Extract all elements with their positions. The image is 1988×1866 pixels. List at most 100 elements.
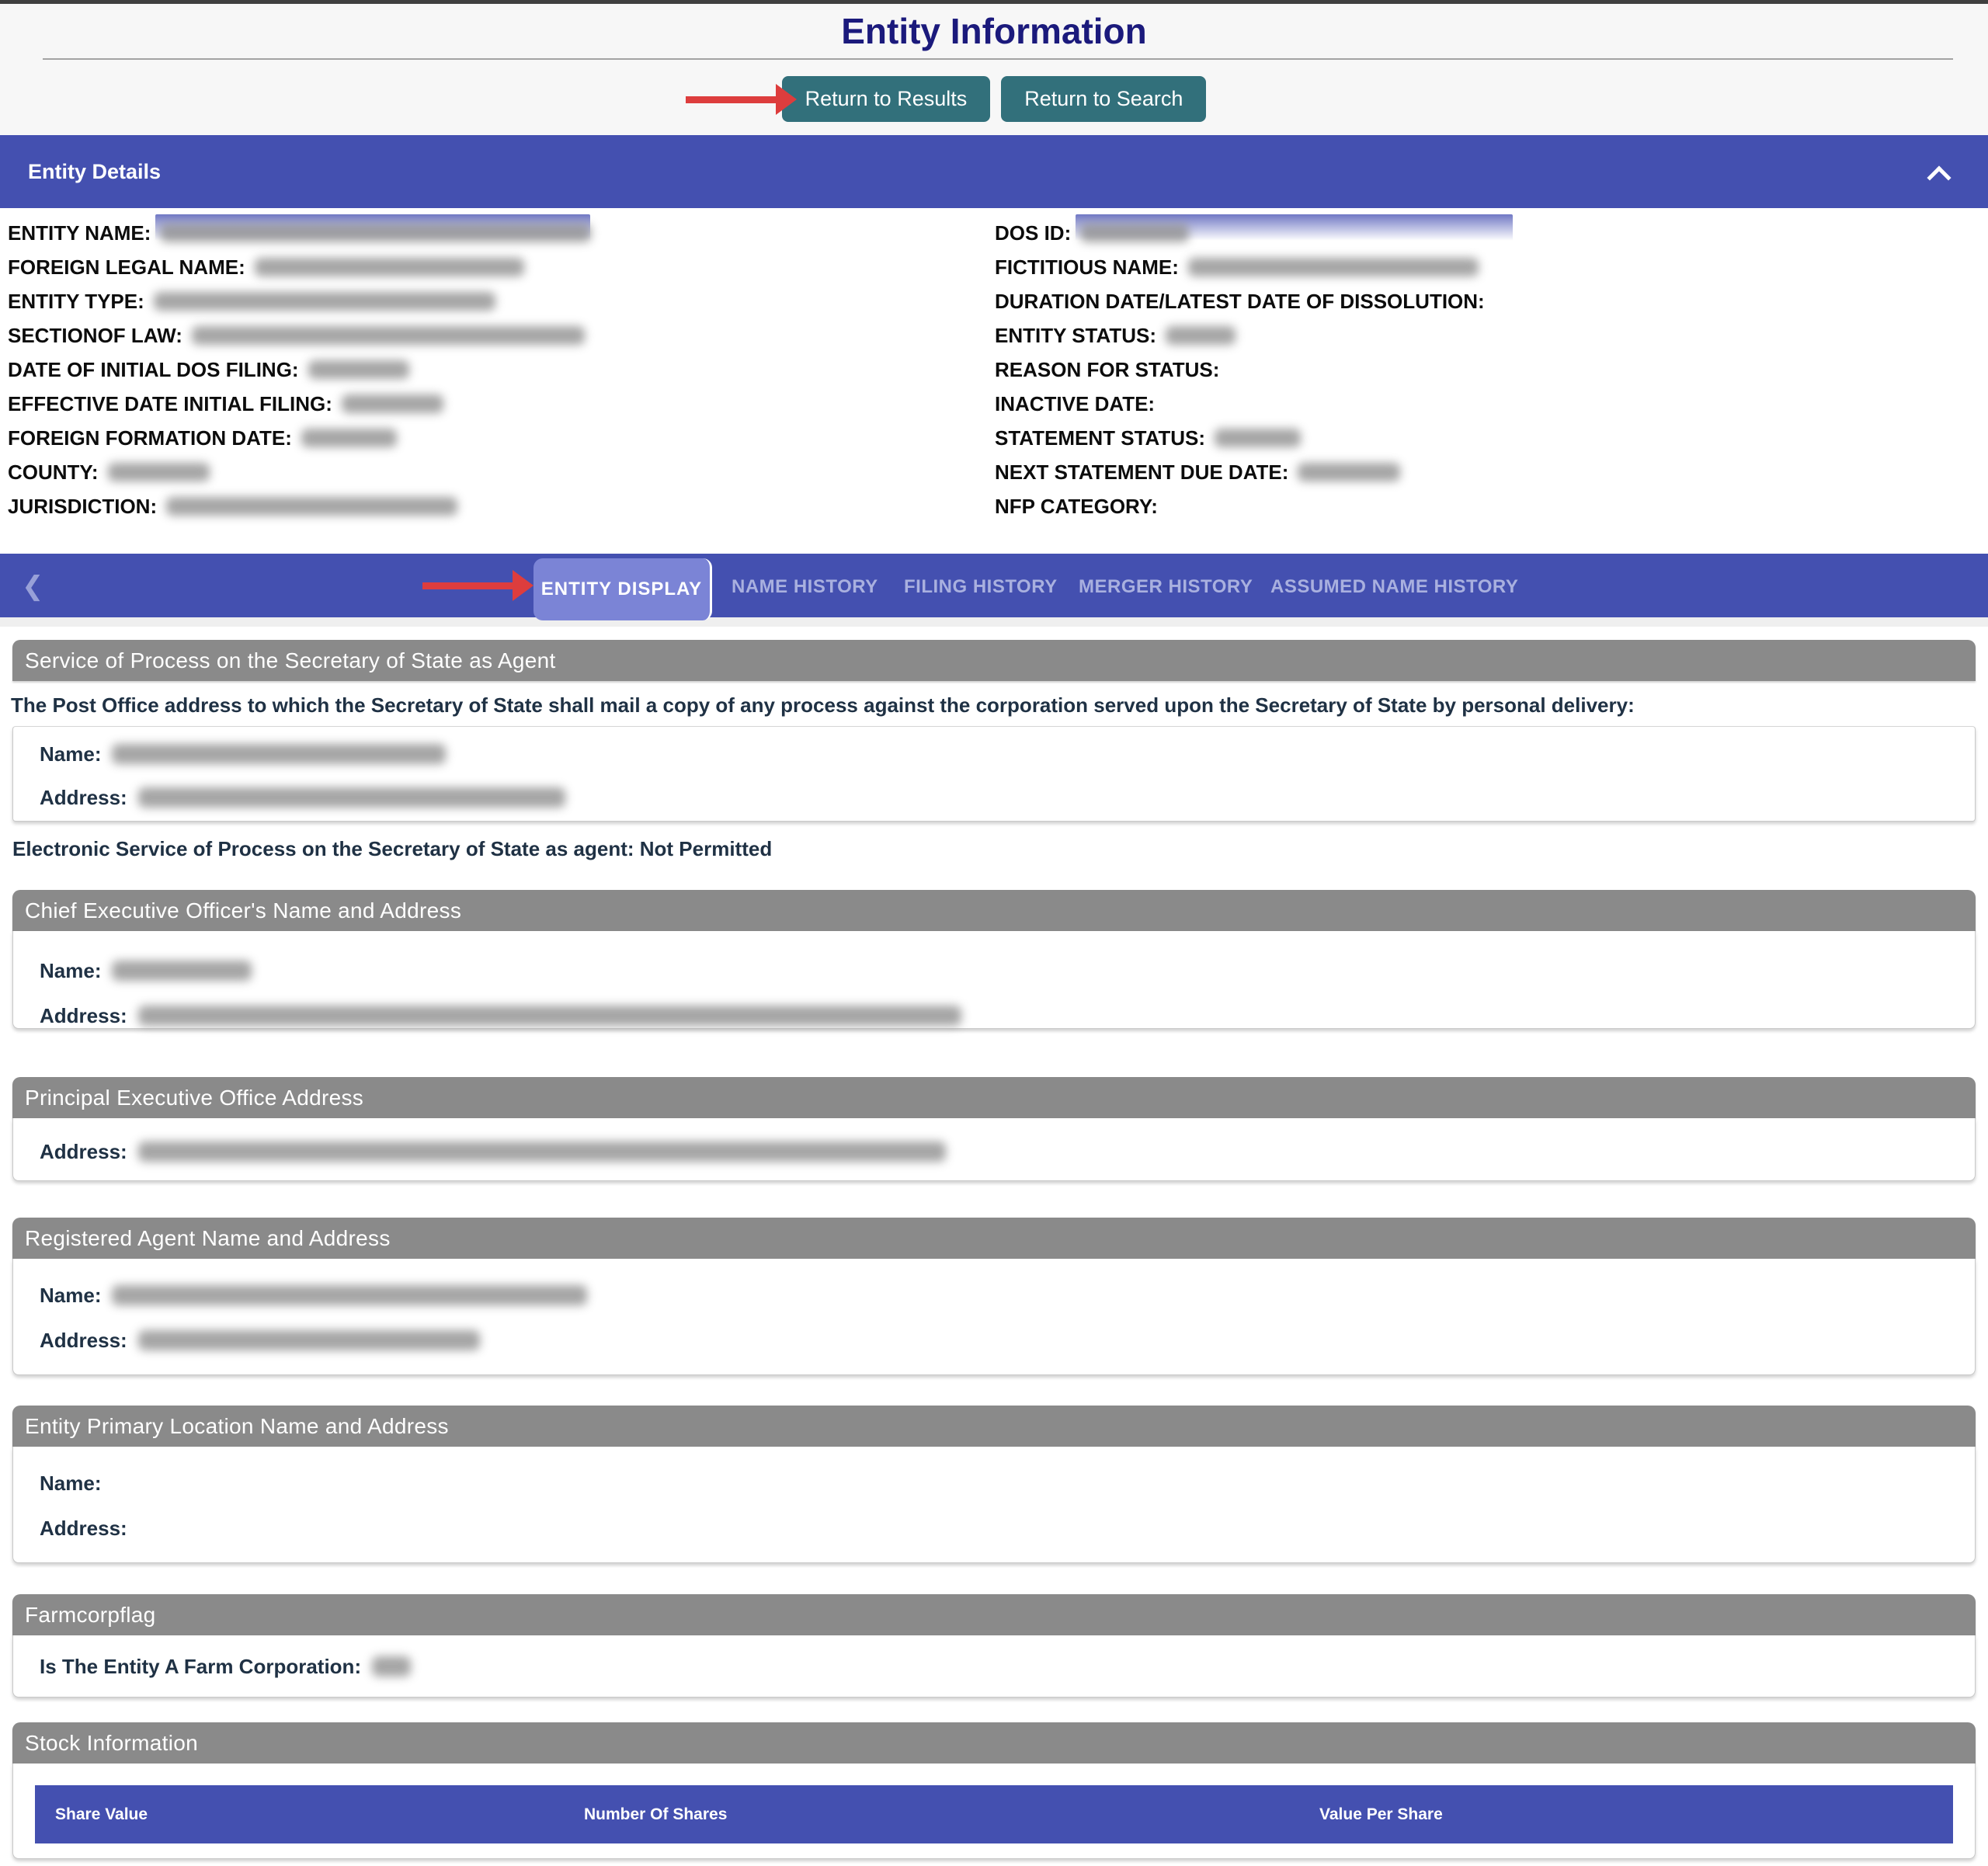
section-header-primary-location: Entity Primary Location Name and Address — [12, 1406, 1976, 1447]
field-label: NFP CATEGORY: — [995, 494, 1158, 518]
stock-table-header-row: Share Value Number Of Shares Value Per S… — [35, 1785, 1953, 1843]
field-label: EFFECTIVE DATE INITIAL FILING: — [8, 391, 332, 415]
redacted-value — [1166, 326, 1236, 345]
arrow-head — [513, 570, 533, 601]
redacted-value — [341, 394, 443, 413]
address-label: Address: — [40, 1003, 127, 1027]
field-next-statement-due-date: NEXT STATEMENT DUE DATE: — [995, 455, 1969, 489]
title-divider — [43, 58, 1953, 60]
redacted-value — [160, 224, 592, 242]
ceo-card: Name: Address: — [12, 931, 1976, 1029]
service-of-process-intro: The Post Office address to which the Sec… — [11, 693, 1635, 717]
name-label: Name: — [40, 1471, 102, 1495]
redacted-value — [308, 360, 409, 379]
address-row: Address: — [40, 1329, 1975, 1352]
name-row: Name: — [40, 742, 1975, 766]
section-header-service-of-process: Service of Process on the Secretary of S… — [12, 640, 1976, 681]
name-label: Name: — [40, 742, 102, 766]
field-nfp-category: NFP CATEGORY: — [995, 489, 1969, 523]
name-row: Name: — [40, 1284, 1975, 1307]
address-row: Address: — [40, 1140, 1975, 1163]
field-value-redacted — [153, 292, 495, 311]
field-value-redacted — [1215, 429, 1302, 447]
field-value-redacted — [1166, 326, 1236, 345]
field-value-redacted — [155, 214, 592, 242]
field-reason-for-status: REASON FOR STATUS: — [995, 353, 1969, 387]
field-inactive-date: INACTIVE DATE: — [995, 387, 1969, 421]
section-header-principal-office: Principal Executive Office Address — [12, 1077, 1976, 1118]
return-to-search-button[interactable]: Return to Search — [1001, 76, 1207, 122]
principal-office-card: Address: — [12, 1118, 1976, 1181]
farmcorpflag-card: Is The Entity A Farm Corporation: — [12, 1635, 1976, 1697]
redacted-value — [1187, 258, 1479, 276]
tab-assumed-name-history[interactable]: ASSUMED NAME HISTORY — [1270, 576, 1519, 597]
address-row: Address: — [40, 1517, 1975, 1540]
return-to-results-button[interactable]: Return to Results — [781, 76, 991, 122]
redacted-value — [1215, 429, 1302, 447]
redacted-value — [166, 497, 458, 516]
action-button-row: Return to Results Return to Search — [0, 76, 1988, 122]
field-label: FICTITIOUS NAME: — [995, 255, 1179, 279]
top-border — [0, 0, 1988, 4]
redacted-value — [254, 258, 524, 276]
field-label: NEXT STATEMENT DUE DATE: — [995, 460, 1289, 484]
field-label: INACTIVE DATE: — [995, 391, 1156, 415]
electronic-service-note: Electronic Service of Process on the Sec… — [12, 837, 773, 860]
field-entity-name: ENTITY NAME: — [8, 214, 982, 250]
field-label: STATEMENT STATUS: — [995, 426, 1206, 450]
section-header-registered-agent: Registered Agent Name and Address — [12, 1218, 1976, 1259]
field-foreign-formation-date: FOREIGN FORMATION DATE: — [8, 421, 982, 455]
entity-details-title: Entity Details — [28, 159, 162, 183]
section-header-stock-information: Stock Information — [12, 1722, 1976, 1763]
tab-bar-shadow-strip — [0, 617, 1988, 627]
redacted-value — [1298, 463, 1401, 481]
redacted-value — [137, 1141, 946, 1162]
stock-column-share-value: Share Value — [55, 1805, 148, 1823]
field-value-redacted — [301, 429, 397, 447]
field-statement-status: STATEMENT STATUS: — [995, 421, 1969, 455]
registered-agent-card: Name: Address: — [12, 1259, 1976, 1375]
red-arrow-icon — [422, 570, 533, 601]
farm-question-label: Is The Entity A Farm Corporation: — [40, 1654, 362, 1678]
section-header-ceo: Chief Executive Officer's Name and Addre… — [12, 890, 1976, 931]
field-label: JURISDICTION: — [8, 494, 158, 518]
field-label: FOREIGN FORMATION DATE: — [8, 426, 292, 450]
field-label: DATE OF INITIAL DOS FILING: — [8, 357, 299, 381]
field-section-of-law: SECTIONOF LAW: — [8, 318, 982, 353]
address-label: Address: — [40, 1139, 127, 1163]
field-label: DURATION DATE/LATEST DATE OF DISSOLUTION… — [995, 289, 1485, 313]
redacted-value — [137, 1330, 480, 1350]
arrow-shaft — [422, 582, 513, 589]
field-value-redacted — [254, 258, 524, 276]
redacted-value — [1080, 224, 1190, 242]
tab-bar: ❮ ENTITY DISPLAY NAME HISTORY FILING HIS… — [0, 554, 1988, 620]
field-label: FOREIGN LEGAL NAME: — [8, 255, 245, 279]
tab-merger-history[interactable]: MERGER HISTORY — [1079, 576, 1253, 597]
address-label: Address: — [40, 1328, 127, 1352]
address-label: Address: — [40, 785, 127, 809]
field-county: COUNTY: — [8, 455, 982, 489]
chevron-left-icon[interactable]: ❮ — [22, 572, 44, 601]
field-value-redacted — [1187, 258, 1479, 276]
page-title: Entity Information — [841, 11, 1147, 51]
field-duration-date: DURATION DATE/LATEST DATE OF DISSOLUTION… — [995, 284, 1969, 318]
redacted-value — [112, 744, 447, 764]
field-value-redacted — [308, 360, 409, 379]
entity-display-content: Service of Process on the Secretary of S… — [0, 627, 1988, 1859]
tab-filing-history[interactable]: FILING HISTORY — [904, 576, 1058, 597]
page-header: Entity Information Return to Results Ret… — [0, 4, 1988, 135]
address-label: Address: — [40, 1516, 127, 1540]
tab-entity-display[interactable]: ENTITY DISPLAY — [533, 558, 712, 620]
field-label: REASON FOR STATUS: — [995, 357, 1220, 381]
field-entity-status: ENTITY STATUS: — [995, 318, 1969, 353]
field-dos-id: DOS ID: — [995, 214, 1969, 250]
chevron-up-icon[interactable] — [1927, 165, 1952, 190]
field-value-redacted — [341, 394, 443, 413]
tab-name-history[interactable]: NAME HISTORY — [732, 576, 878, 597]
name-label: Name: — [40, 1283, 102, 1307]
field-entity-type: ENTITY TYPE: — [8, 284, 982, 318]
redacted-value — [372, 1656, 412, 1677]
entity-details-header-bar[interactable]: Entity Details — [0, 135, 1988, 208]
name-row: Name: — [40, 959, 1975, 982]
field-fictitious-name: FICTITIOUS NAME: — [995, 250, 1969, 284]
